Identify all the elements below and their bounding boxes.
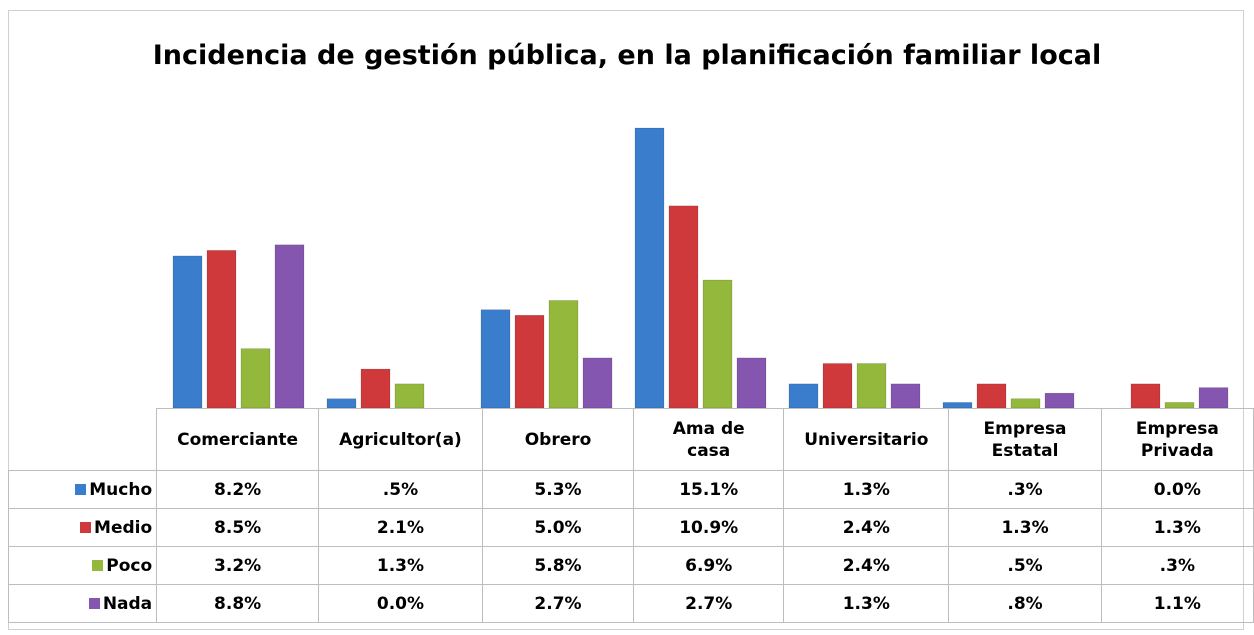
value-label: 0.0% [1100,470,1254,509]
bar [788,383,819,409]
legend-label: Nada [102,593,153,614]
bar [360,368,391,409]
blank-cell [8,408,158,471]
bar [1198,387,1229,409]
value-label: .5% [948,546,1102,585]
value-label: 2.7% [481,584,635,623]
value-label: 2.4% [783,546,950,585]
value-label: 1.3% [783,584,950,623]
value-label: 5.3% [481,470,635,509]
value-label: 2.4% [783,508,950,547]
legend-entry: Medio [7,508,158,547]
category-label: Agricultor(a) [318,408,483,471]
bar [1164,402,1195,409]
value-label: 1.3% [318,546,483,585]
value-label: 10.9% [633,508,785,547]
bar [634,127,665,409]
legend-swatch [80,521,92,533]
data-row: Mucho 8.2% .5% 5.3% 15.1% 1.3% .3% 0.0% [7,470,1254,509]
value-label: 1.3% [783,470,950,509]
bar [1010,398,1041,409]
bar [394,383,425,409]
bar [976,383,1007,409]
value-label: 1.3% [948,508,1102,547]
bar [1044,392,1075,409]
data-row: Medio 8.5% 2.1% 5.0% 10.9% 2.4% 1.3% 1.3% [7,508,1254,547]
value-label: 8.8% [156,584,320,623]
bar [1130,383,1161,409]
value-label: 5.8% [481,546,635,585]
bar [548,300,579,409]
data-row: Poco 3.2% 1.3% 5.8% 6.9% 2.4% .5% .3% [7,546,1254,585]
legend-entry: Mucho [7,470,158,509]
legend-label: Medio [94,517,153,538]
value-label: 2.1% [318,508,483,547]
legend-swatch [88,597,100,609]
bar [326,398,357,409]
bar [702,279,733,409]
value-label: 5.0% [481,508,635,547]
value-label: .8% [948,584,1102,623]
bar [736,357,767,409]
header-row: Comerciante Agricultor(a) Obrero Ama de cas… [8,408,1254,471]
legend-swatch [92,559,104,571]
value-label: 8.2% [156,470,320,509]
value-label: 8.5% [156,508,320,547]
category-label: Obrero [481,408,635,471]
bar [206,250,237,409]
bar [172,255,203,409]
bar [856,363,887,409]
data-table: Comerciante Agricultor(a) Obrero Ama de cas… [7,408,1254,623]
value-label: .3% [948,470,1102,509]
legend-label: Poco [106,555,153,576]
value-label: 1.3% [1100,508,1254,547]
value-label: 1.1% [1100,584,1254,623]
value-label: 15.1% [633,470,785,509]
value-label: .5% [318,470,483,509]
value-label: 0.0% [318,584,483,623]
category-label: Ama de casa [633,408,785,471]
category-label: Comerciante [156,408,320,471]
data-row: Nada 8.8% 0.0% 2.7% 2.7% 1.3% .8% 1.1% [7,584,1254,623]
value-label: 3.2% [156,546,320,585]
bar [514,315,545,409]
bar [822,363,853,409]
legend-swatch [75,483,87,495]
bar [668,205,699,409]
bar [240,348,271,409]
bar [942,402,973,409]
bar [890,383,921,409]
chart-frame [8,10,1244,630]
legend-entry: Poco [7,546,158,585]
category-label: Empresa Privada [1100,408,1254,471]
value-label: .3% [1100,546,1254,585]
chart-title: Incidencia de gestión pública, en la pla… [152,40,1102,71]
category-label: Universitario [783,408,950,471]
value-label: 6.9% [633,546,785,585]
category-label: Empresa Estatal [948,408,1102,471]
bar [582,357,613,409]
legend-label: Mucho [89,479,153,500]
bar [274,244,305,409]
bar [480,309,511,409]
legend-entry: Nada [7,584,158,623]
value-label: 2.7% [633,584,785,623]
